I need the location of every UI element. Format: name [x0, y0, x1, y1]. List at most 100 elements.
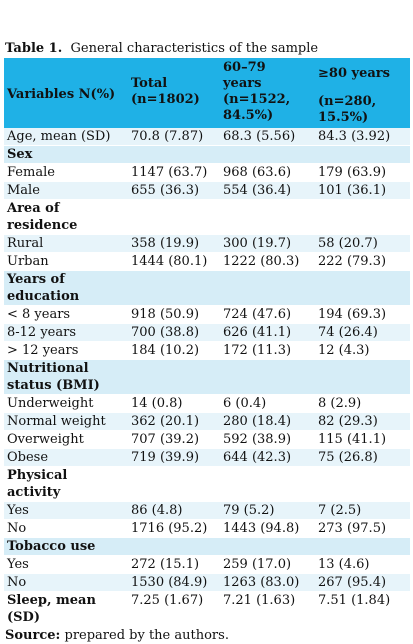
cell-80-plus: 194 (69.3) — [315, 305, 410, 324]
table-row: < 8 years 918 (50.9) 724 (47.6) 194 (69.3) — [4, 305, 410, 324]
cell-80-plus: 7 (2.5) — [315, 501, 410, 520]
row-label: > 12 years — [4, 341, 128, 360]
cell-total: 918 (50.9) — [128, 305, 220, 324]
table-caption: Table 1. General characteristics of the … — [5, 40, 410, 57]
cell-total: 707 (39.2) — [128, 430, 220, 449]
table-row: Obese 719 (39.9) 644 (42.3) 75 (26.8) — [4, 448, 410, 467]
table-row: 8-12 years 700 (38.8) 626 (41.1) 74 (26.4) — [4, 323, 410, 342]
cell-80-plus: 273 (97.5) — [315, 519, 410, 538]
cell-80-plus: 12 (4.3) — [315, 341, 410, 360]
characteristics-table: Variables N(%) Total (n=1802) 60–79 years … — [4, 58, 410, 627]
cell-80-plus: 13 (4.6) — [315, 555, 410, 574]
cell-total: 700 (38.8) — [128, 323, 220, 342]
table-row: Underweight 14 (0.8) 6 (0.4) 8 (2.9) — [4, 394, 410, 413]
cell-total: 86 (4.8) — [128, 501, 220, 520]
section-row: Years of education — [4, 270, 410, 306]
table-row: Female 1147 (63.7) 968 (63.6) 179 (63.9) — [4, 163, 410, 182]
cell-60-79: 7.21 (1.63) — [220, 591, 315, 627]
row-label: Overweight — [4, 430, 128, 449]
table-row: Rural 358 (19.9) 300 (19.7) 58 (20.7) — [4, 234, 410, 253]
cell-60-79: 172 (11.3) — [220, 341, 315, 360]
row-label: Age, mean (SD) — [4, 128, 128, 146]
cell-60-79: 592 (38.9) — [220, 430, 315, 449]
cell-80-plus: 84.3 (3.92) — [315, 128, 410, 146]
section-label: Years of education — [4, 270, 128, 306]
table-row: No 1530 (84.9) 1263 (83.0) 267 (95.4) — [4, 573, 410, 592]
cell-80-plus: 75 (26.8) — [315, 448, 410, 467]
cell-total: 719 (39.9) — [128, 448, 220, 467]
row-label: Yes — [4, 501, 128, 520]
table-source-note: Source: prepared by the authors. — [4, 627, 410, 644]
table-row: Yes 272 (15.1) 259 (17.0) 13 (4.6) — [4, 555, 410, 574]
cell-60-79: 724 (47.6) — [220, 305, 315, 324]
cell-60-79: 554 (36.4) — [220, 181, 315, 200]
table-row: Urban 1444 (80.1) 1222 (80.3) 222 (79.3) — [4, 252, 410, 271]
cell-total: 1444 (80.1) — [128, 252, 220, 271]
section-row: Sex — [4, 145, 410, 164]
cell-60-79: 259 (17.0) — [220, 555, 315, 574]
row-label: No — [4, 519, 128, 538]
source-text: prepared by the authors. — [64, 628, 229, 643]
table-row: Male 655 (36.3) 554 (36.4) 101 (36.1) — [4, 181, 410, 200]
cell-60-79: 280 (18.4) — [220, 412, 315, 431]
cell-total: 1530 (84.9) — [128, 573, 220, 592]
row-label: Urban — [4, 252, 128, 271]
row-label: Female — [4, 163, 128, 182]
header-total: Total (n=1802) — [128, 58, 220, 128]
row-label: No — [4, 573, 128, 592]
section-row: Tobacco use — [4, 537, 410, 556]
cell-80-plus: 82 (29.3) — [315, 412, 410, 431]
row-label: 8-12 years — [4, 323, 128, 342]
header-row: Variables N(%) Total (n=1802) 60–79 years … — [4, 58, 410, 128]
cell-total: 14 (0.8) — [128, 394, 220, 413]
row-label: Sleep, mean (SD) — [4, 591, 128, 627]
cell-60-79: 644 (42.3) — [220, 448, 315, 467]
cell-80-plus: 58 (20.7) — [315, 234, 410, 253]
section-row: Physical activity — [4, 466, 410, 502]
table-row: Yes 86 (4.8) 79 (5.2) 7 (2.5) — [4, 501, 410, 520]
section-label: Physical activity — [4, 466, 128, 502]
row-label: < 8 years — [4, 305, 128, 324]
section-row: Nutritional status (BMI) — [4, 359, 410, 395]
row-label: Obese — [4, 448, 128, 467]
cell-60-79: 626 (41.1) — [220, 323, 315, 342]
cell-total: 272 (15.1) — [128, 555, 220, 574]
row-label: Normal weight — [4, 412, 128, 431]
section-row: Area of residence — [4, 199, 410, 235]
cell-total: 7.25 (1.67) — [128, 591, 220, 627]
table-container: Table 1. General characteristics of the … — [4, 40, 410, 644]
header-80-plus: ≥80 years (n=280, 15.5%) — [315, 58, 410, 128]
cell-80-plus: 179 (63.9) — [315, 163, 410, 182]
table-row: Overweight 707 (39.2) 592 (38.9) 115 (41.1) — [4, 430, 410, 449]
header-60-79: 60–79 years (n=1522, 84.5%) — [220, 58, 315, 128]
section-label: Sex — [4, 145, 128, 164]
caption-label: Table 1. — [5, 41, 63, 56]
table-row: Normal weight 362 (20.1) 280 (18.4) 82 (29.… — [4, 412, 410, 431]
section-label: Nutritional status (BMI) — [4, 359, 128, 395]
cell-80-plus: 7.51 (1.84) — [315, 591, 410, 627]
header-variables: Variables N(%) — [4, 58, 128, 128]
cell-60-79: 1263 (83.0) — [220, 573, 315, 592]
cell-total: 362 (20.1) — [128, 412, 220, 431]
row-label: Underweight — [4, 394, 128, 413]
cell-total: 184 (10.2) — [128, 341, 220, 360]
table-row: Sleep, mean (SD) 7.25 (1.67) 7.21 (1.63) 7.… — [4, 591, 410, 627]
cell-80-plus: 74 (26.4) — [315, 323, 410, 342]
cell-60-79: 1222 (80.3) — [220, 252, 315, 271]
source-label: Source: — [5, 628, 61, 643]
cell-80-plus: 115 (41.1) — [315, 430, 410, 449]
cell-60-79: 968 (63.6) — [220, 163, 315, 182]
section-label: Tobacco use — [4, 537, 128, 556]
cell-60-79: 300 (19.7) — [220, 234, 315, 253]
cell-total: 1716 (95.2) — [128, 519, 220, 538]
row-label: Yes — [4, 555, 128, 574]
table-row: > 12 years 184 (10.2) 172 (11.3) 12 (4.3) — [4, 341, 410, 360]
cell-80-plus: 222 (79.3) — [315, 252, 410, 271]
cell-60-79: 68.3 (5.56) — [220, 128, 315, 146]
cell-total: 70.8 (7.87) — [128, 128, 220, 146]
cell-total: 655 (36.3) — [128, 181, 220, 200]
table-row: Age, mean (SD) 70.8 (7.87) 68.3 (5.56) 84.3… — [4, 128, 410, 146]
table-row: No 1716 (95.2) 1443 (94.8) 273 (97.5) — [4, 519, 410, 538]
cell-80-plus: 101 (36.1) — [315, 181, 410, 200]
cell-total: 358 (19.9) — [128, 234, 220, 253]
